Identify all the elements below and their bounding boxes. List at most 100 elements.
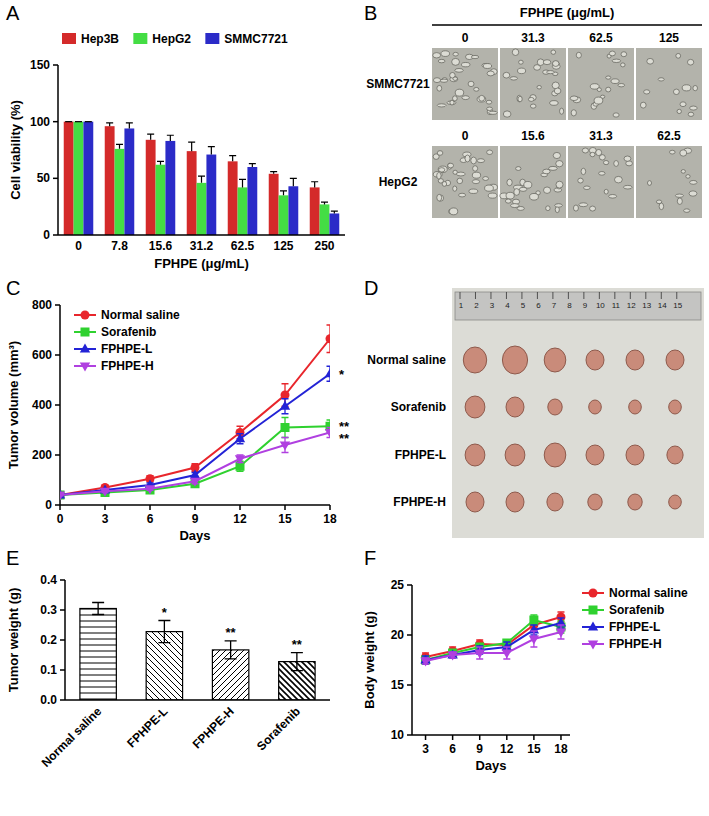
cell — [644, 90, 650, 94]
x-tick-label: 62.5 — [231, 239, 255, 253]
cell — [489, 111, 498, 114]
cell — [449, 208, 457, 215]
ruler-tick — [537, 292, 538, 299]
cell — [579, 203, 588, 207]
y-tick-label: 25 — [391, 578, 405, 592]
column-label: 62.5 — [589, 31, 613, 45]
y-tick — [55, 454, 60, 456]
y-tick — [53, 64, 58, 66]
cell — [477, 159, 484, 163]
y-tick-label: 600 — [32, 348, 52, 362]
ruler-number: 10 — [596, 301, 605, 310]
tumor — [586, 350, 604, 370]
significance: * — [339, 367, 345, 382]
plot-marks — [420, 612, 566, 667]
legend-swatch — [205, 33, 219, 44]
cell — [453, 186, 457, 191]
marker — [502, 650, 512, 659]
marker — [588, 641, 598, 650]
ruler-tick — [645, 292, 646, 299]
ruler-number: 5 — [521, 301, 526, 310]
bar — [310, 187, 320, 235]
x-tick — [149, 505, 151, 510]
x-tick-label: 9 — [192, 512, 199, 526]
cell — [462, 96, 469, 100]
marker — [60, 492, 65, 501]
cell — [556, 181, 563, 188]
panel-e: E0.00.10.20.30.4Tumor weight (g)*****Nor… — [6, 547, 330, 770]
x-tick — [479, 735, 481, 740]
significance: * — [162, 605, 168, 620]
cell — [549, 166, 558, 170]
series-line — [426, 623, 561, 660]
cell — [603, 160, 608, 164]
x-tick — [239, 505, 241, 510]
ruler-number: 11 — [612, 301, 621, 310]
tumor — [463, 347, 486, 373]
legend-label: Sorafenib — [101, 325, 156, 339]
x-tick — [104, 505, 106, 510]
column-label: 0 — [462, 129, 469, 143]
error-bar — [208, 147, 215, 155]
panel-f: F10152025Body weight (g)369121518DaysNor… — [362, 547, 688, 773]
cell — [581, 168, 586, 174]
cell — [488, 193, 497, 198]
ruler-tick — [676, 292, 677, 299]
x-axis-title: FPHPE (μg/mL) — [154, 256, 249, 271]
series-line — [60, 339, 330, 495]
bar — [115, 149, 125, 235]
error-bar — [85, 121, 92, 122]
cell — [571, 110, 576, 116]
error-bar — [92, 603, 104, 615]
cell — [614, 176, 622, 183]
cell — [606, 87, 611, 92]
bar — [74, 122, 84, 235]
panel-letter: B — [364, 2, 377, 24]
bar — [320, 204, 330, 235]
micrograph — [568, 146, 634, 218]
cell — [440, 79, 448, 82]
cell — [556, 161, 563, 167]
micrograph — [568, 48, 634, 120]
cell — [514, 189, 520, 196]
cell — [487, 71, 494, 76]
x-tick-label: 250 — [314, 239, 334, 253]
cell — [437, 172, 441, 179]
cell — [528, 97, 534, 101]
cell — [474, 87, 479, 91]
y-tick-label: 150 — [30, 58, 50, 72]
error-bar — [225, 641, 237, 659]
cell — [473, 166, 478, 171]
tumor — [667, 446, 683, 464]
micrograph — [432, 48, 498, 120]
ruler-number: 2 — [474, 301, 479, 310]
cell — [612, 59, 621, 62]
cell — [530, 193, 539, 200]
legend-label: Normal saline — [101, 308, 180, 322]
marker — [589, 589, 598, 598]
ruler-tick — [521, 292, 522, 299]
x-axis-title: Days — [475, 758, 506, 773]
error-bar — [126, 123, 133, 129]
tumor — [465, 396, 485, 418]
x-tick-label: 12 — [500, 742, 514, 756]
cell — [590, 206, 596, 211]
panel-a: A050100150Cell viability (%)Hep3BHepG2SM… — [6, 2, 345, 271]
column-label: 0 — [462, 31, 469, 45]
y-tick-label: 0.4 — [40, 573, 57, 587]
y-tick-label: 0.0 — [40, 693, 57, 707]
cell — [689, 191, 697, 196]
legend-label: Hep3B — [81, 32, 119, 46]
error-bar — [65, 121, 72, 122]
cell — [553, 152, 560, 158]
y-tick — [60, 669, 65, 671]
cell — [676, 53, 681, 58]
x-tick — [59, 505, 61, 510]
cell — [459, 193, 466, 197]
figure: A050100150Cell viability (%)Hep3BHepG2SM… — [0, 0, 709, 816]
x-tick-label: Sorafenib — [254, 704, 303, 753]
error-bar — [311, 182, 318, 188]
marker — [81, 311, 90, 320]
micrograph — [500, 146, 566, 218]
x-tick-label: FPHPE-H — [190, 704, 237, 751]
